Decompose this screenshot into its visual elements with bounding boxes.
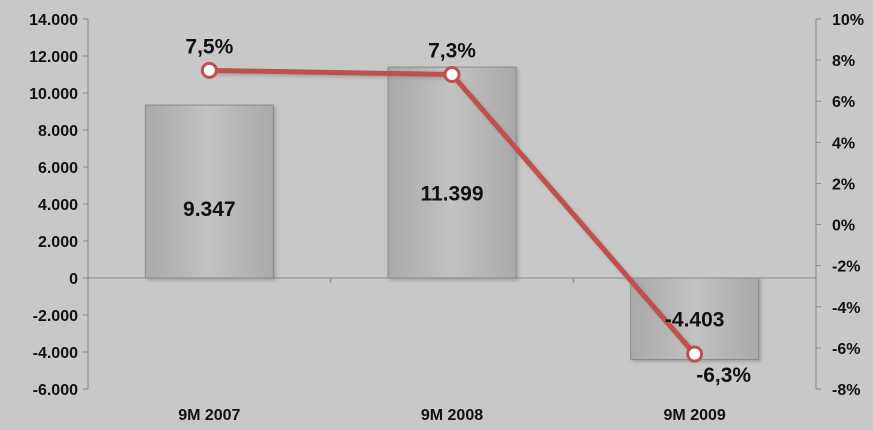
left-axis-tick-label: 12.000 xyxy=(29,49,78,66)
bar xyxy=(387,66,517,279)
right-axis-tick-label: -4% xyxy=(832,300,860,317)
line-series xyxy=(200,61,704,363)
left-axis-tick-label: 6.000 xyxy=(38,160,78,177)
right-axis-tick-label: 8% xyxy=(832,53,855,70)
right-axis-tick-label: -8% xyxy=(832,382,860,399)
right-axis-tick-label: 4% xyxy=(832,135,855,152)
right-axis-tick-label: -6% xyxy=(832,341,860,358)
left-axis-tick-label: -6.000 xyxy=(33,382,78,399)
line-point xyxy=(200,61,218,79)
line-value-label: 7,3% xyxy=(428,40,476,63)
category-label: 9M 2008 xyxy=(421,407,483,424)
left-axis-tick-label: 14.000 xyxy=(29,12,78,29)
left-axis-tick-label: 2.000 xyxy=(38,234,78,251)
left-axis-tick-label: 4.000 xyxy=(38,197,78,214)
left-axis-tick-label: 0 xyxy=(69,271,78,288)
line-point xyxy=(686,345,704,363)
category-label: 9M 2009 xyxy=(664,407,726,424)
left-axis-tick-label: 8.000 xyxy=(38,123,78,140)
left-axis-tick-label: 10.000 xyxy=(29,86,78,103)
line-point xyxy=(443,66,461,83)
bar-series xyxy=(144,66,760,360)
line-value-label: 7,5% xyxy=(185,35,233,58)
axes: 14.000 12.000 10.000 8.000 6.000 4.000 2.000 0 -… xyxy=(29,12,864,424)
left-axis-tick-label: -2.000 xyxy=(33,308,78,325)
right-axis-tick-label: 10% xyxy=(832,12,864,29)
right-axis-tick-label: 6% xyxy=(832,94,855,111)
bar-value-label: -4.403 xyxy=(665,309,725,332)
bar xyxy=(144,104,274,279)
left-axis-tick-label: -4.000 xyxy=(33,345,78,362)
data-labels: 9.347 11.399 -4.403 7,5% 7,3% -6,3% xyxy=(183,35,751,387)
right-axis-tick-label: -2% xyxy=(832,259,860,276)
bar-value-label: 11.399 xyxy=(420,183,483,206)
right-axis-tick-label: 0% xyxy=(832,218,855,235)
right-axis-tick-label: 2% xyxy=(832,176,855,193)
line-value-label: -6,3% xyxy=(696,364,751,387)
category-label: 9M 2007 xyxy=(178,407,240,424)
bar-value-label: 9.347 xyxy=(183,198,236,221)
